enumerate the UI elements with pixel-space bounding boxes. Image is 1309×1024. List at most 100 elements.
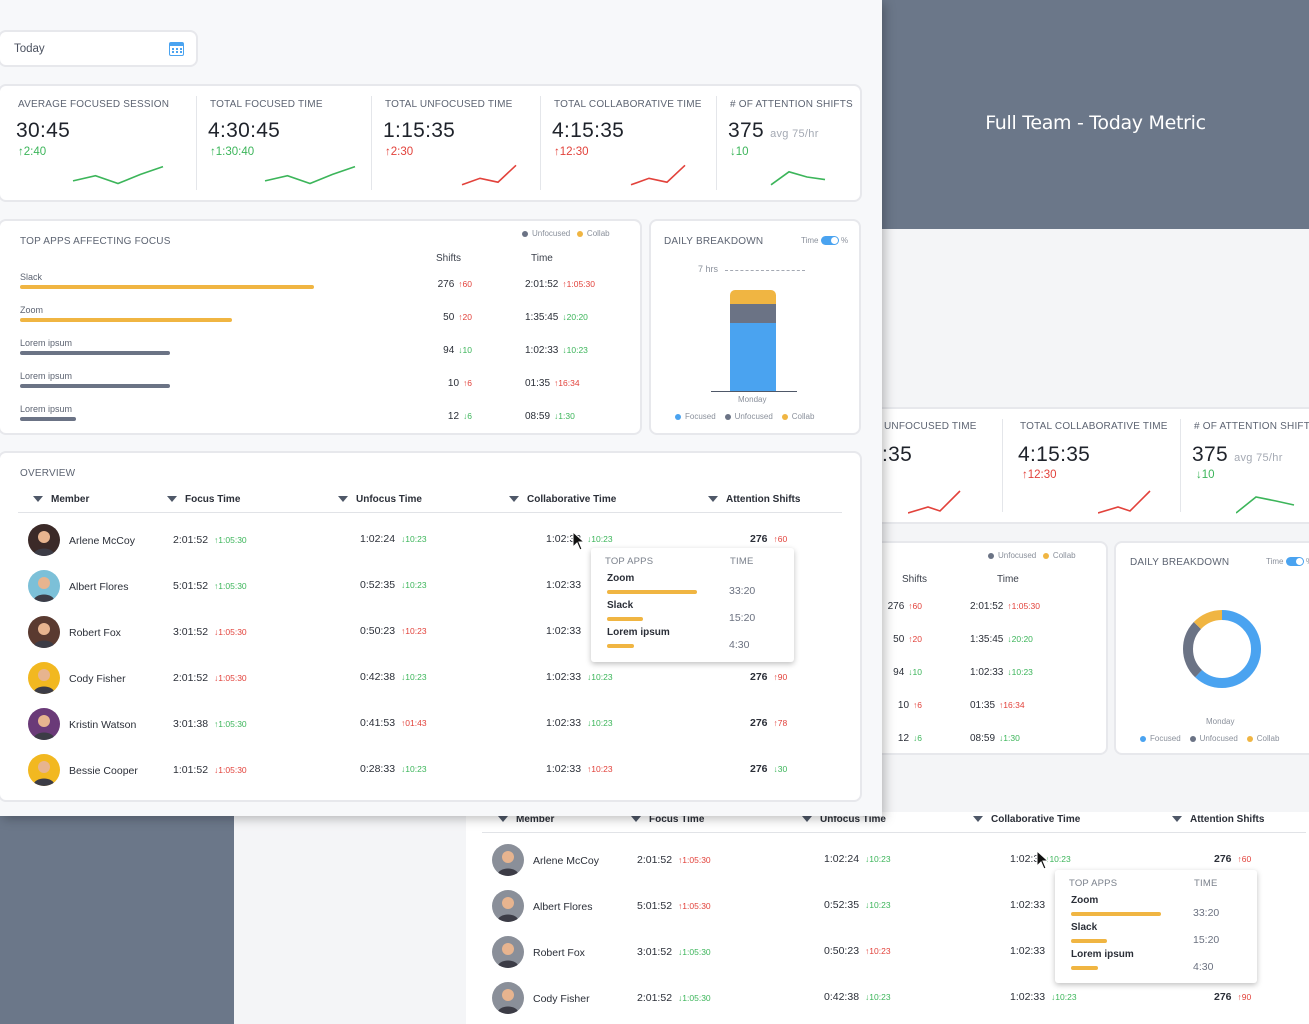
app-row[interactable]: 12 ↓6 08:59 ↓1:30 — [862, 726, 1106, 756]
collab-time[interactable]: 1:02:33 ↓10:23 — [546, 533, 613, 545]
stack-segment-collab — [730, 289, 776, 305]
table-row[interactable]: Robert Fox 3:01:52 ↓1:05:30 0:50:23 ↑10:23… — [0, 614, 842, 650]
overview-card: OVERVIEW Member Focus Time Unfocus Time … — [0, 451, 862, 802]
attention-shifts: 276 ↑60 — [1214, 853, 1252, 865]
table-row[interactable]: Kristin Watson 3:01:38 ↑1:05:30 0:41:53 ↑0… — [0, 706, 842, 742]
calendar-icon[interactable] — [169, 42, 184, 56]
collab-time[interactable]: 1:02:3 ↓10:23 — [1010, 853, 1071, 865]
tooltip-app-time: 4:30 — [729, 639, 750, 651]
th-attention-shifts[interactable]: Attention Shifts — [708, 494, 800, 505]
app-row[interactable]: 10 ↑6 01:35 ↑16:34 — [862, 693, 1106, 723]
top-apps-tooltip: TOP APPS TIME Zoom 33:20 Slack 15:20 Lor… — [591, 548, 794, 662]
collab-time[interactable]: 1:02:33 — [546, 579, 582, 591]
back-breakdown-toggle[interactable]: Time % — [1266, 557, 1309, 567]
back-mouse-cursor — [1036, 849, 1050, 875]
back-top-apps-legend: Unfocused Collab — [988, 551, 1076, 560]
tooltip-app-name: Lorem ipsum — [1071, 949, 1134, 960]
th-focus-time[interactable]: Focus Time — [167, 494, 240, 505]
col-header-shifts: Shifts — [436, 253, 462, 264]
back-th-collab[interactable]: Collaborative Time — [973, 814, 1080, 825]
app-time: 1:02:33 ↓10:23 — [970, 667, 1033, 678]
collab-time[interactable]: 1:02:33 ↓10:23 — [1010, 991, 1077, 1003]
table-row[interactable]: Arlene McCoy 2:01:52 ↑1:05:30 1:02:24 ↓10:… — [466, 842, 1308, 878]
app-row[interactable]: Lorem ipsum 94 ↓10 1:02:33 ↓10:23 — [0, 338, 640, 368]
tooltip-item: Zoom 33:20 — [1055, 895, 1255, 922]
reference-line-label: 7 hrs — [698, 264, 719, 274]
collab-time[interactable]: 1:02:33 ↑10:23 — [546, 763, 613, 775]
th-member[interactable]: Member — [33, 494, 89, 505]
app-bar — [20, 351, 170, 355]
tooltip-app-name: Slack — [607, 600, 634, 611]
app-row[interactable]: Slack 276 ↑60 2:01:52 ↑1:05:30 — [0, 272, 640, 302]
app-shifts: 94 ↓10 — [893, 667, 922, 678]
th-unfocus-time[interactable]: Unfocus Time — [338, 494, 422, 505]
table-row[interactable]: Albert Flores 5:01:52 ↑1:05:30 0:52:35 ↓10… — [0, 568, 842, 604]
app-time: 08:59 ↓1:30 — [970, 733, 1020, 744]
app-row[interactable]: 276 ↑60 2:01:52 ↑1:05:30 — [862, 594, 1106, 624]
focus-time: 2:01:52 ↑1:05:30 — [637, 854, 711, 866]
app-time: 1:35:45 ↓20:20 — [970, 634, 1033, 645]
member-name[interactable]: Arlene McCoy — [533, 855, 599, 867]
sort-icon — [33, 496, 43, 503]
sort-icon — [708, 496, 718, 503]
date-picker[interactable]: Today — [0, 30, 198, 67]
app-row[interactable]: 50 ↑20 1:35:45 ↓20:20 — [862, 627, 1106, 657]
metric-value: 4:15:35 — [552, 119, 625, 142]
tooltip-app-name: Lorem ipsum — [607, 627, 670, 638]
app-row[interactable]: Lorem ipsum 12 ↓6 08:59 ↓1:30 — [0, 404, 640, 434]
collab-time[interactable]: 1:02:33 ↓10:23 — [546, 671, 613, 683]
sort-icon — [338, 496, 348, 503]
metric-label: TOTAL COLLABORATIVE TIME — [554, 99, 702, 110]
table-row[interactable]: Cody Fisher 2:01:52 ↓1:05:30 0:42:38 ↓10:2… — [0, 660, 842, 696]
sparkline — [630, 164, 686, 186]
donut-segment-collab — [1183, 610, 1261, 688]
app-row[interactable]: Zoom 50 ↑20 1:35:45 ↓20:20 — [0, 305, 640, 335]
member-name[interactable]: Bessie Cooper — [69, 765, 138, 777]
member-name[interactable]: Robert Fox — [69, 627, 121, 639]
overview-title: OVERVIEW — [20, 468, 76, 479]
unfocus-time: 1:02:24 ↓10:23 — [824, 853, 891, 865]
member-name[interactable]: Albert Flores — [533, 901, 593, 913]
member-name[interactable]: Robert Fox — [533, 947, 585, 959]
app-row[interactable]: Lorem ipsum 10 ↑6 01:35 ↑16:34 — [0, 371, 640, 401]
app-time: 1:35:45 ↓20:20 — [525, 312, 588, 323]
back-th-shifts[interactable]: Attention Shifts — [1172, 814, 1264, 825]
back-th-unfocus[interactable]: Unfocus Time — [802, 814, 886, 825]
back-th-member[interactable]: Member — [498, 814, 554, 825]
member-name[interactable]: Arlene McCoy — [69, 535, 135, 547]
background-title-banner — [882, 0, 1309, 229]
table-row[interactable]: Cody Fisher 2:01:52 ↓1:05:30 0:42:38 ↓10:2… — [466, 980, 1308, 1016]
collab-time[interactable]: 1:02:33 — [1010, 899, 1046, 911]
metrics-card: AVERAGE FOCUSED SESSION 30:45 ↑2:40 TOTA… — [0, 84, 862, 202]
app-row[interactable]: 94 ↓10 1:02:33 ↓10:23 — [862, 660, 1106, 690]
member-name[interactable]: Albert Flores — [69, 581, 129, 593]
metric-label: TOTAL UNFOCUSED TIME — [385, 99, 513, 110]
avatar — [492, 844, 524, 876]
collab-time[interactable]: 1:02:33 — [1010, 945, 1046, 957]
member-name[interactable]: Cody Fisher — [69, 673, 126, 685]
mouse-cursor — [572, 530, 586, 556]
table-row[interactable]: Robert Fox 3:01:52 ↓1:05:30 0:50:23 ↑10:23… — [466, 934, 1308, 970]
table-row[interactable]: Bessie Cooper 1:01:52 ↓1:05:30 0:28:33 ↓10… — [0, 752, 842, 788]
background-slate-block — [0, 816, 234, 1024]
back-sparkline-shifts — [1236, 496, 1295, 514]
metric-value: 375 avg 75/hr — [728, 119, 819, 142]
tooltip-item: Lorem ipsum 4:30 — [1055, 949, 1255, 976]
focus-time: 5:01:52 ↑1:05:30 — [173, 580, 247, 592]
back-col-shifts: Shifts — [902, 574, 928, 585]
th-collaborative-time[interactable]: Collaborative Time — [509, 494, 616, 505]
table-row[interactable]: Arlene McCoy 2:01:52 ↑1:05:30 1:02:24 ↓10:… — [0, 522, 842, 558]
view-toggle[interactable]: Time % — [801, 236, 849, 246]
app-time: 08:59 ↓1:30 — [525, 411, 575, 422]
member-name[interactable]: Cody Fisher — [533, 993, 590, 1005]
collab-time[interactable]: 1:02:33 — [546, 625, 582, 637]
collab-time[interactable]: 1:02:33 ↓10:23 — [546, 717, 613, 729]
avatar — [28, 754, 60, 786]
tooltip-app-time: 33:20 — [729, 585, 756, 597]
app-time: 2:01:52 ↑1:05:30 — [525, 279, 595, 290]
member-name[interactable]: Kristin Watson — [69, 719, 137, 731]
tooltip-app-name: Zoom — [607, 573, 635, 584]
app-time: 01:35 ↑16:34 — [970, 700, 1025, 711]
back-th-focus[interactable]: Focus Time — [631, 814, 704, 825]
table-row[interactable]: Albert Flores 5:01:52 ↑1:05:30 0:52:35 ↓10… — [466, 888, 1308, 924]
